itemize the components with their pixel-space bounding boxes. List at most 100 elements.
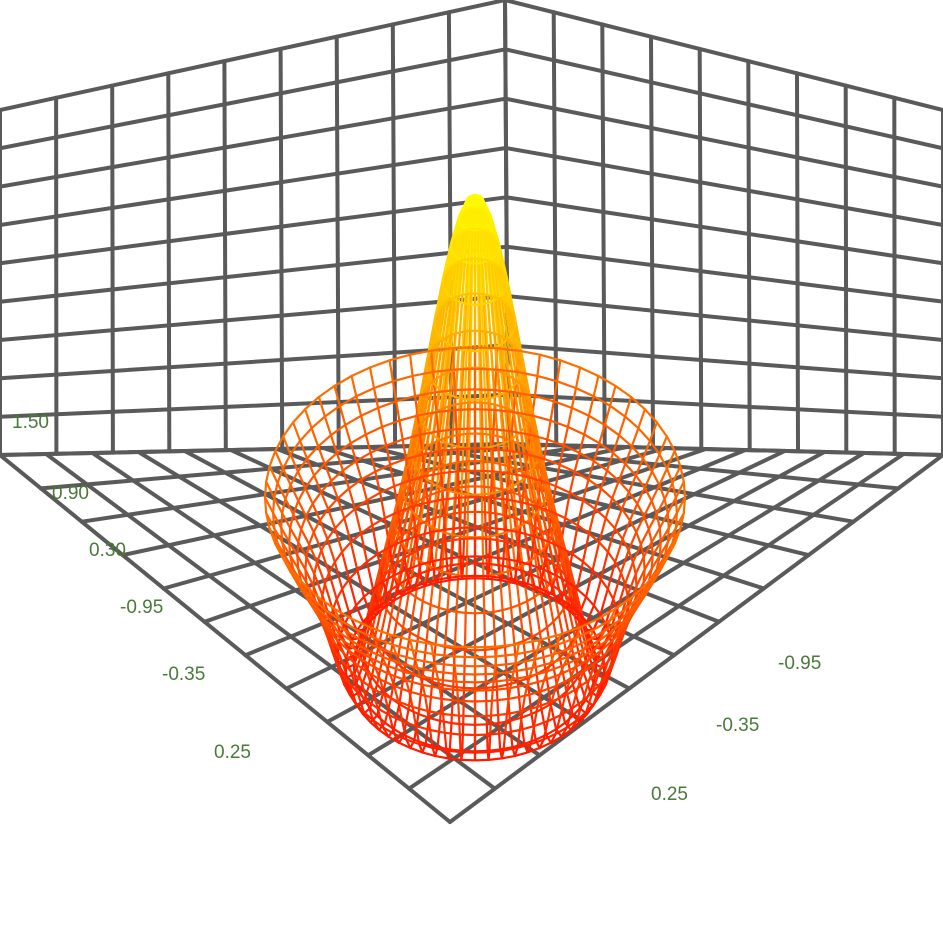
surface-ring [484, 685, 498, 690]
surface-ring [431, 652, 455, 658]
surface-ring [401, 670, 422, 678]
surface-ring [442, 496, 461, 501]
surface-ring [409, 746, 424, 754]
surface-meridian [450, 538, 455, 567]
surface-meridian [575, 560, 585, 591]
surface-meridian [592, 442, 601, 463]
surface-meridian [611, 479, 620, 500]
surface-ring [413, 584, 427, 592]
surface-ring [321, 582, 326, 597]
surface-ring [371, 687, 386, 697]
surface-ring [282, 421, 295, 438]
surface-meridian [612, 571, 623, 601]
surface-ring [481, 535, 492, 539]
surface-ring [431, 540, 444, 547]
surface-meridian [488, 526, 492, 559]
grid-planes [0, 0, 943, 824]
surface-meridian [409, 353, 414, 377]
surface-ring [383, 649, 392, 659]
surface-meridian [454, 408, 458, 431]
surface-meridian [308, 543, 319, 564]
surface-ring [453, 402, 463, 406]
surface-meridian [522, 639, 529, 680]
surface-ring [498, 462, 509, 468]
surface-meridian [598, 423, 606, 445]
surface-ring [389, 522, 395, 532]
surface-meridian [382, 656, 392, 693]
surface-meridian [533, 595, 542, 634]
surface-meridian [466, 206, 472, 231]
surface-ring [339, 673, 346, 686]
surface-meridian [289, 526, 300, 544]
surface-ring [658, 483, 666, 501]
surface-ring [424, 581, 439, 587]
surface-ring [457, 699, 477, 703]
surface-ring [310, 415, 326, 430]
surface-ring [494, 645, 507, 650]
surface-meridian [576, 670, 585, 690]
surface-ring [282, 557, 295, 574]
right-wall-gridline [649, 34, 655, 450]
surface-meridian [587, 662, 597, 682]
surface-ring [383, 599, 395, 609]
surface-ring [550, 694, 567, 703]
surface-ring [495, 642, 520, 648]
surface-ring [348, 681, 359, 694]
surface-ring [627, 490, 639, 505]
surface-meridian [627, 530, 638, 552]
surface-meridian [482, 574, 486, 615]
surface-meridian [398, 419, 404, 441]
surface-ring [550, 510, 567, 520]
surface-meridian [619, 549, 630, 575]
surface-ring [480, 401, 490, 405]
surface-meridian [349, 442, 358, 463]
surface-meridian [445, 394, 452, 445]
surface-ring [512, 666, 534, 673]
surface-ring [454, 408, 477, 411]
surface-ring [489, 712, 508, 717]
surface-ring [457, 496, 477, 499]
surface-ring [356, 691, 369, 702]
surface-ring [674, 496, 679, 515]
tick-labels: 1.50 0.90 0.30 -0.95 -0.35 0.25 -0.95 -0… [12, 412, 821, 805]
surface-ring [333, 607, 353, 620]
surface-ring [360, 638, 380, 649]
surface-meridian [675, 496, 687, 515]
left-wall-gridline [110, 83, 115, 455]
right-wall-gridline [504, 146, 943, 227]
surface-ring [614, 384, 633, 399]
surface-ring [516, 442, 525, 448]
x-tick-label: -0.95 [120, 597, 163, 618]
surface-ring [514, 658, 537, 665]
surface-meridian [435, 374, 443, 413]
surface-meridian [568, 666, 576, 681]
surface-meridian [463, 349, 468, 401]
surface-meridian [416, 600, 424, 639]
surface-ring [265, 465, 271, 483]
surface-ring [395, 556, 406, 565]
y-tick-label: -0.35 [716, 715, 759, 736]
surface-meridian [484, 398, 488, 449]
surface-meridian [313, 474, 323, 494]
surface-ring [317, 434, 332, 448]
surface-meridian [323, 462, 333, 482]
surface-ring [443, 645, 456, 650]
surface-ring [516, 742, 532, 749]
surface-ring [317, 608, 332, 622]
surface-ring [268, 449, 277, 468]
surface-ring [296, 541, 300, 557]
surface-meridian [430, 642, 435, 656]
surface-ring [517, 349, 542, 356]
surface-ring [532, 719, 549, 728]
surface-ring [538, 586, 553, 595]
surface-ring [455, 427, 477, 431]
surface-ring [576, 524, 591, 535]
surface-meridian [576, 499, 585, 527]
surface-meridian [466, 493, 470, 539]
surface-ring [526, 582, 541, 590]
surface-meridian [458, 733, 462, 754]
surface-ring [551, 562, 562, 571]
surface-ring [575, 711, 588, 722]
surface-ring [450, 562, 465, 567]
surface-ring [536, 643, 559, 652]
